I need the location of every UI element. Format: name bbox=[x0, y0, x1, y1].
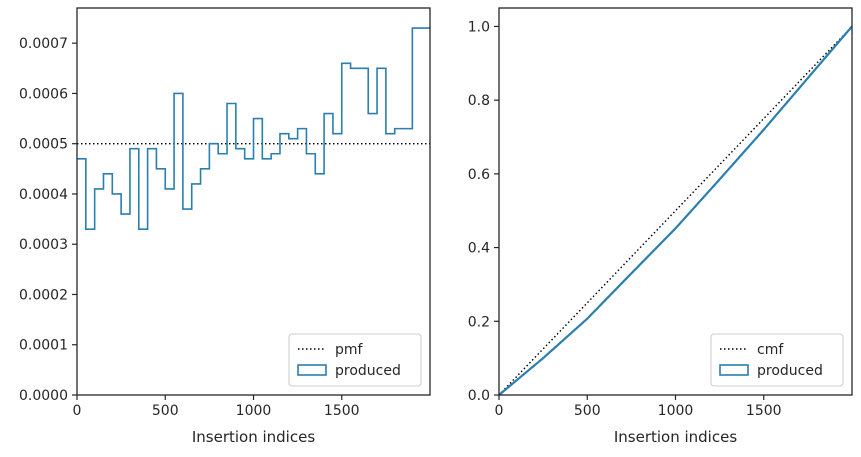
legend-patch-swatch bbox=[297, 364, 327, 376]
legend-label: cmf bbox=[757, 342, 784, 358]
legend: pmf produced bbox=[288, 333, 422, 387]
legend-label: produced bbox=[757, 363, 823, 379]
y-tick-label: 0.0001 bbox=[19, 338, 68, 354]
y-tick-label: 1.0 bbox=[468, 19, 490, 35]
cmf-reference-line bbox=[499, 25, 852, 395]
y-tick-label: 0.0005 bbox=[19, 137, 68, 153]
y-tick-label: 0.0000 bbox=[19, 388, 68, 404]
legend: cmf produced bbox=[710, 333, 844, 387]
x-tick-label: 0 bbox=[495, 403, 504, 419]
x-tick-label: 1500 bbox=[746, 403, 782, 419]
legend-label: produced bbox=[335, 363, 401, 379]
x-tick-label: 500 bbox=[152, 403, 179, 419]
y-tick-label: 0.2 bbox=[468, 314, 490, 330]
x-tick-label: 1500 bbox=[324, 403, 360, 419]
y-tick-label: 0.0 bbox=[468, 388, 490, 404]
x-tick-label: 500 bbox=[574, 403, 601, 419]
produced-cumulative-line bbox=[499, 25, 852, 395]
legend-label: pmf bbox=[335, 342, 364, 358]
legend-box bbox=[288, 333, 422, 387]
y-tick-label: 0.0003 bbox=[19, 237, 68, 253]
x-tick-label: 1000 bbox=[658, 403, 694, 419]
produced-histogram-step bbox=[77, 27, 430, 230]
plot-area bbox=[77, 27, 430, 230]
y-tick-label: 0.0007 bbox=[19, 36, 68, 52]
y-tick-label: 0.4 bbox=[468, 241, 490, 257]
x-axis-label: Insertion indices bbox=[192, 428, 315, 446]
pmf-histogram-panel: 0 500 1000 1500 0.0000 0.0001 0.0002 0.0003 0.00… bbox=[19, 7, 431, 446]
y-tick-label: 0.8 bbox=[468, 93, 490, 109]
cmf-line-panel: 0 500 1000 1500 0.0 0.2 0.4 0.6 0.8 1.0 Insertion … bbox=[468, 7, 853, 446]
y-tick-label: 0.0004 bbox=[19, 187, 68, 203]
plot-area bbox=[499, 25, 852, 395]
x-axis-label: Insertion indices bbox=[614, 428, 737, 446]
y-tick-label: 0.0006 bbox=[19, 86, 68, 102]
y-tick-label: 0.0002 bbox=[19, 287, 68, 303]
x-tick-label: 1000 bbox=[236, 403, 272, 419]
legend-patch-swatch bbox=[719, 364, 749, 376]
y-tick-label: 0.6 bbox=[468, 167, 490, 183]
legend-box bbox=[710, 333, 844, 387]
x-tick-label: 0 bbox=[73, 403, 82, 419]
